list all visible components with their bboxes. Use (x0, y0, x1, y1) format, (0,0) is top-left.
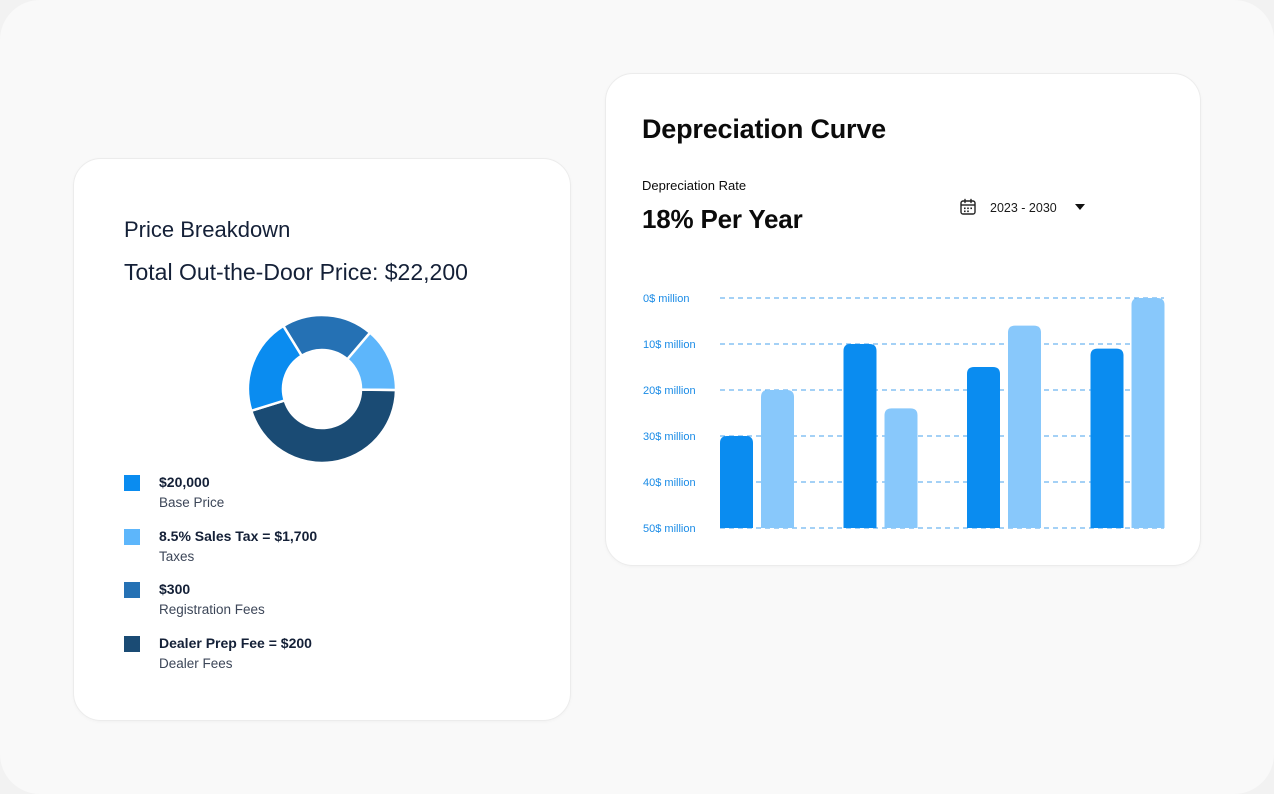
y-tick-label: 20$ million (643, 385, 696, 397)
donut-slice (246, 324, 304, 413)
legend-label-registration-fees: Registration Fees (159, 602, 265, 617)
date-range-select[interactable]: 2023 - 2030 (958, 194, 1093, 220)
depreciation-rate-value: 18% Per Year (642, 204, 803, 234)
legend-label-taxes: Taxes (159, 549, 195, 564)
bar (1008, 325, 1041, 528)
y-tick-label: 40$ million (643, 477, 696, 489)
bar (843, 344, 877, 528)
depreciation-card: Depreciation Curve Depreciation Rate 18%… (605, 73, 1201, 566)
caret-down-icon (1075, 204, 1085, 210)
total-price-label: Total Out-the-Door Price: (124, 259, 379, 285)
y-tick-label: 30$ million (643, 431, 696, 443)
depreciation-bar-chart: 0$ million 10$ million 20$ million 30$ mill… (643, 293, 1165, 535)
depreciation-rate-label: Depreciation Rate (642, 178, 747, 193)
legend-label-base-price: Base Price (159, 495, 225, 510)
legend-item-taxes: 8.5% Sales Tax = $1,700 Taxes (124, 525, 524, 565)
bar (1090, 348, 1124, 528)
total-price-line: Total Out-the-Door Price: $22,200 (124, 259, 468, 286)
bar (967, 367, 1000, 528)
legend-value-taxes: 8.5% Sales Tax = $1,700 (159, 528, 318, 544)
price-breakdown-card: Price Breakdown Total Out-the-Door Price… (73, 158, 571, 721)
legend-swatch-registration-fees (124, 582, 140, 598)
legend-swatch-taxes (124, 529, 140, 545)
donut-slice (249, 388, 398, 465)
legend-item-registration-fees: $300 Registration Fees (124, 578, 524, 618)
calendar-icon (960, 198, 976, 215)
price-breakdown-title: Price Breakdown (124, 217, 291, 242)
bar (884, 408, 918, 528)
y-tick-label: 10$ million (643, 339, 696, 351)
legend-item-base-price: $20,000 Base Price (124, 471, 524, 511)
bar (720, 436, 753, 528)
legend-value-base-price: $20,000 (159, 474, 210, 490)
y-tick-label: 0$ million (643, 293, 689, 305)
bar (761, 390, 794, 528)
legend-label-dealer-fees: Dealer Fees (159, 656, 233, 671)
legend-swatch-base-price (124, 475, 140, 491)
total-price-value: $22,200 (384, 259, 468, 285)
price-donut-chart (246, 313, 398, 465)
y-tick-label: 50$ million (643, 523, 696, 535)
legend-swatch-dealer-fees (124, 636, 140, 652)
legend-value-registration-fees: $300 (159, 581, 191, 597)
legend-value-dealer-fees: Dealer Prep Fee = $200 (159, 635, 312, 651)
date-range-value: 2023 - 2030 (990, 201, 1057, 215)
depreciation-title: Depreciation Curve (642, 114, 886, 144)
legend-item-dealer-fees: Dealer Prep Fee = $200 Dealer Fees (124, 632, 524, 672)
bar (1131, 298, 1165, 528)
